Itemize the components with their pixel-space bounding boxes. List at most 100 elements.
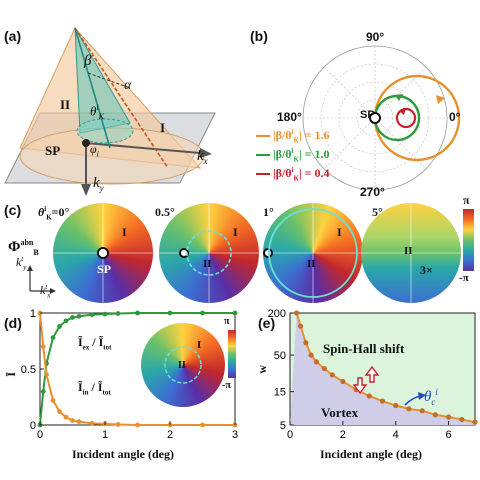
data-point [406, 406, 412, 412]
angle-0: 0° [449, 110, 461, 124]
sp-label-c: SP [97, 262, 112, 276]
y-tick-label: 5 [280, 420, 286, 432]
data-point [115, 422, 121, 427]
plot-area-d [37, 310, 238, 428]
theta-c-label: θci [424, 387, 438, 407]
data-point [340, 378, 346, 385]
data-point [76, 313, 82, 319]
region-I-c0: I [122, 225, 127, 239]
data-point [200, 310, 205, 316]
kx-t-label: ktx [40, 283, 51, 300]
data-point [50, 397, 56, 403]
data-point [329, 372, 335, 378]
red-trajectory [395, 107, 417, 129]
data-point [63, 318, 69, 324]
angle-180: 180° [277, 110, 302, 124]
phi-label: φi [90, 142, 99, 159]
x-tick-label: 4 [393, 429, 399, 441]
data-point [393, 402, 399, 409]
colorbar-bottom-pi: -π [459, 272, 469, 284]
legend-in: Ĩin / Ĩtot [78, 380, 111, 397]
x-tick-label: 2 [340, 429, 346, 441]
legend-0.4: |β/θiK| = 0.4 [256, 166, 329, 182]
y-tick-label: 15 [274, 387, 286, 399]
kx-label-a: kx [197, 148, 208, 166]
e-xlabel: Incident angle (deg) [320, 447, 422, 461]
panel-c-label: (c) [4, 202, 22, 218]
colorbar-top-pi: π [463, 193, 470, 207]
panel-a-label: (a) [4, 28, 22, 44]
y-tick-label: 1 [30, 308, 36, 320]
data-point [40, 344, 46, 349]
data-point [419, 408, 425, 414]
data-point [102, 311, 108, 317]
region-I-c1: I [233, 225, 238, 239]
d-xlabel: Incident angle (deg) [72, 447, 174, 461]
inset-d-region-I: I [197, 339, 202, 351]
polar-plot [302, 45, 461, 191]
phase-colorbar [463, 209, 474, 271]
data-point [44, 372, 49, 377]
data-point [297, 323, 304, 329]
panel-e-label: (e) [258, 315, 276, 331]
x-tick-label: 2 [167, 429, 173, 441]
phase-map-inset-d [141, 323, 225, 407]
x-tick-label: 6 [446, 429, 452, 441]
data-point [115, 311, 121, 316]
inset-d-region-II: II [178, 360, 186, 371]
k-axes-icon [27, 265, 56, 294]
angle-270: 270° [360, 185, 385, 199]
x-tick-label: 0 [287, 429, 293, 441]
data-point [70, 418, 75, 423]
legend-ex: Ĩex / Ĩtot [78, 335, 112, 352]
panel-d-label: (d) [4, 315, 22, 331]
sp-label-a: SP [45, 143, 61, 158]
region-II-c2: II [307, 258, 316, 270]
sp-marker-b [369, 112, 381, 124]
x-tick-label: 1 [102, 429, 108, 441]
data-point [366, 393, 372, 399]
data-point [40, 389, 46, 394]
vortex-label: Vortex [321, 405, 359, 420]
theta-k-row-label: θiK=0° [38, 205, 70, 222]
colorbar-d-top: π [224, 316, 230, 327]
data-point [70, 315, 75, 320]
y-tick-label: 0 [30, 420, 36, 432]
kx-axis [85, 142, 201, 154]
region-I-c2: I [337, 225, 342, 239]
data-point [303, 340, 309, 346]
inset-d-overlay [164, 346, 202, 384]
colorbar-d-bottom: -π [222, 380, 231, 391]
angle-5-label: 5° [372, 205, 383, 219]
data-point [89, 312, 95, 318]
data-point [167, 310, 173, 316]
data-point [379, 398, 386, 404]
region-I-label-a: I [160, 120, 166, 135]
data-point [308, 352, 314, 358]
data-point [313, 359, 320, 365]
data-point [89, 420, 95, 426]
plot-area-e [290, 310, 478, 425]
panel-b-label: (b) [250, 28, 268, 44]
y-tick-label: 200 [268, 308, 286, 320]
data-point [200, 422, 205, 428]
data-point [135, 310, 140, 316]
data-point [432, 412, 438, 418]
data-point [459, 416, 465, 423]
data-point [232, 310, 238, 316]
y-tick-label: 0.5 [21, 364, 36, 376]
data-point [57, 324, 62, 329]
legend-1.0: |β/θiK| = 1.0 [256, 147, 329, 163]
cone-diagram [4, 27, 216, 196]
data-point [445, 414, 452, 420]
ky-t-label: kty [16, 255, 27, 272]
region-II-label-a: II [60, 97, 71, 112]
vortex-region [290, 313, 475, 425]
theta-k-label: θiK [90, 103, 104, 121]
data-point [57, 409, 62, 414]
angle-0.5-label: 0.5° [155, 205, 175, 219]
data-point [76, 419, 82, 425]
angle-1-label: 1° [263, 205, 274, 219]
